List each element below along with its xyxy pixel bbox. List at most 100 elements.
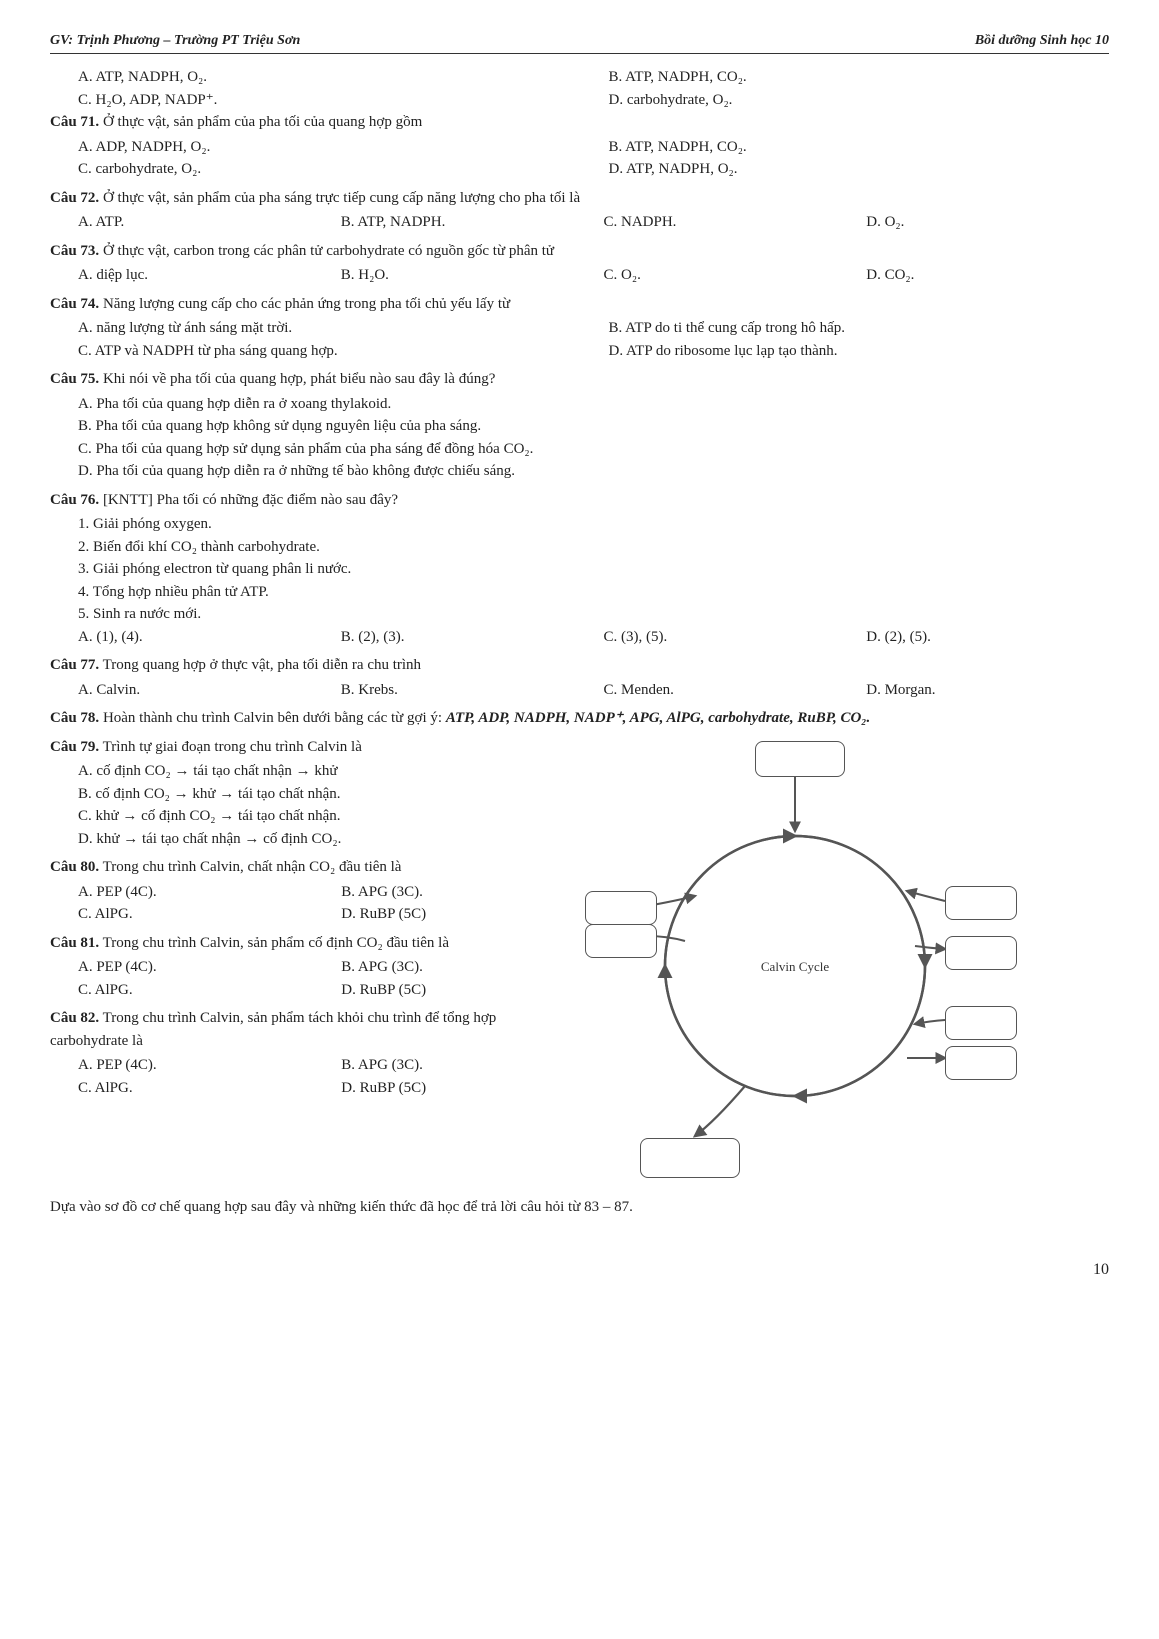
q74-option-b: B. ATP do ti thể cung cấp trong hô hấp. [609,317,1110,340]
q74-stem: Câu 74. Năng lượng cung cấp cho các phản… [50,293,1109,316]
q82-stem: Câu 82. Trong chu trình Calvin, sản phẩm… [50,1007,575,1052]
diagram-box-bottom [640,1138,740,1178]
q77-option-a: A. Calvin. [78,679,321,702]
q71-label: Câu 71. [50,114,99,130]
q79-option-a: A. cố định CO₂ → tái tạo chất nhận → khử [78,760,575,783]
q80-label: Câu 80. [50,859,99,875]
q81-option-a: A. PEP (4C). [78,956,311,979]
q80: Câu 80. Trong chu trình Calvin, chất nhậ… [50,856,575,926]
q73-option-a: A. diệp lục. [78,264,321,287]
q79-option-d: D. khử → tái tạo chất nhận → cố định CO₂… [78,828,575,851]
header-right: Bồi dưỡng Sinh học 10 [975,30,1109,51]
q71-stem: Câu 71. Ở thực vật, sản phẩm của pha tối… [50,111,1109,134]
calvin-svg: Calvin Cycle [585,736,1005,1196]
q80-text: Trong chu trình Calvin, chất nhận CO₂ đầ… [99,859,401,875]
q74-label: Câu 74. [50,296,99,312]
q77: Câu 77. Trong quang hợp ở thực vật, pha … [50,654,1109,701]
q76-item-3: 3. Giải phóng electron từ quang phân li … [78,558,1109,581]
q76-stem: Câu 76. [KNTT] Pha tối có những đặc điểm… [50,489,1109,512]
q80-option-a: A. PEP (4C). [78,881,311,904]
q81-stem: Câu 81. Trong chu trình Calvin, sản phẩm… [50,932,575,955]
q76-option-a: A. (1), (4). [78,626,321,649]
q70-option-d: D. carbohydrate, O₂. [609,89,1110,112]
q82-option-b: B. APG (3C). [341,1054,574,1077]
q79-stem: Câu 79. Trình tự giai đoạn trong chu trì… [50,736,575,759]
q80-option-c: C. AlPG. [78,903,311,926]
q72-stem: Câu 72. Ở thực vật, sản phẩm của pha sán… [50,187,1109,210]
q75-option-b: B. Pha tối của quang hợp không sử dụng n… [78,415,1109,438]
q73-stem: Câu 73. Ở thực vật, carbon trong các phâ… [50,240,1109,263]
left-column: Câu 79. Trình tự giai đoạn trong chu trì… [50,736,575,1106]
diagram-box-right-lo2 [945,1046,1017,1080]
q79: Câu 79. Trình tự giai đoạn trong chu trì… [50,736,575,851]
q73-text: Ở thực vật, carbon trong các phân tử car… [99,243,554,259]
q77-option-b: B. Krebs. [341,679,584,702]
q70-option-c: C. H₂O, ADP, NADP⁺. [78,89,579,112]
calvin-cycle-diagram: Calvin Cycle [585,736,1005,1196]
q81-label: Câu 81. [50,935,99,951]
q81: Câu 81. Trong chu trình Calvin, sản phẩm… [50,932,575,1002]
diagram-box-top [755,741,845,777]
calvin-center-label: Calvin Cycle [760,959,828,974]
q72-option-d: D. O₂. [866,211,1109,234]
q80-stem: Câu 80. Trong chu trình Calvin, chất nhậ… [50,856,575,879]
q72-option-c: C. NADPH. [604,211,847,234]
q75-stem: Câu 75. Khi nói về pha tối của quang hợp… [50,368,1109,391]
q81-option-b: B. APG (3C). [341,956,574,979]
q78-text: Hoàn thành chu trình Calvin bên dưới bằn… [99,710,446,726]
q82-option-d: D. RuBP (5C) [341,1077,574,1100]
q76: Câu 76. [KNTT] Pha tối có những đặc điểm… [50,489,1109,649]
q72-text: Ở thực vật, sản phẩm của pha sáng trực t… [99,190,580,206]
header-left: GV: Trịnh Phương – Trường PT Triệu Sơn [50,30,300,51]
q74-option-d: D. ATP do ribosome lục lạp tạo thành. [609,340,1110,363]
q76-item-4: 4. Tổng hợp nhiều phân tử ATP. [78,581,1109,604]
q72-option-b: B. ATP, NADPH. [341,211,584,234]
q75-option-c: C. Pha tối của quang hợp sử dụng sản phẩ… [78,438,1109,461]
q71-option-b: B. ATP, NADPH, CO₂. [609,136,1110,159]
q81-option-c: C. AlPG. [78,979,311,1002]
q79-option-c: C. khử → cố định CO₂ → tái tạo chất nhận… [78,805,575,828]
q75: Câu 75. Khi nói về pha tối của quang hợp… [50,368,1109,483]
q71-option-c: C. carbohydrate, O₂. [78,158,579,181]
footer-note: Dựa vào sơ đồ cơ chế quang hợp sau đây v… [50,1196,1109,1219]
q78-hints: ATP, ADP, NADPH, NADP⁺, APG, AlPG, carbo… [446,710,870,726]
q72-option-a: A. ATP. [78,211,321,234]
q78-stem: Câu 78. Hoàn thành chu trình Calvin bên … [50,707,1109,730]
diagram-box-right-up [945,886,1017,920]
q73: Câu 73. Ở thực vật, carbon trong các phâ… [50,240,1109,287]
q82-option-a: A. PEP (4C). [78,1054,311,1077]
q74-option-c: C. ATP và NADPH từ pha sáng quang hợp. [78,340,579,363]
q82-text: Trong chu trình Calvin, sản phẩm tách kh… [50,1010,496,1049]
diagram-box-right-lo1 [945,1006,1017,1040]
q78: Câu 78. Hoàn thành chu trình Calvin bên … [50,707,1109,730]
q81-text: Trong chu trình Calvin, sản phẩm cố định… [99,935,449,951]
q71-option-d: D. ATP, NADPH, O₂. [609,158,1110,181]
q79-text: Trình tự giai đoạn trong chu trình Calvi… [99,739,362,755]
q70-option-a: A. ATP, NADPH, O₂. [78,66,579,89]
page-number: 10 [50,1258,1109,1282]
q76-option-c: C. (3), (5). [604,626,847,649]
q82-option-c: C. AlPG. [78,1077,311,1100]
q74: Câu 74. Năng lượng cung cấp cho các phản… [50,293,1109,363]
q78-label: Câu 78. [50,710,99,726]
q73-option-b: B. H₂O. [341,264,584,287]
q71: Câu 71. Ở thực vật, sản phẩm của pha tối… [50,111,1109,181]
q76-option-d: D. (2), (5). [866,626,1109,649]
q77-stem: Câu 77. Trong quang hợp ở thực vật, pha … [50,654,1109,677]
q73-option-c: C. O₂. [604,264,847,287]
q75-text: Khi nói về pha tối của quang hợp, phát b… [99,371,495,387]
q81-option-d: D. RuBP (5C) [341,979,574,1002]
q74-option-a: A. năng lượng từ ánh sáng mặt trời. [78,317,579,340]
q80-option-d: D. RuBP (5C) [341,903,574,926]
page-header: GV: Trịnh Phương – Trường PT Triệu Sơn B… [50,30,1109,54]
q70-option-b: B. ATP, NADPH, CO₂. [609,66,1110,89]
q72: Câu 72. Ở thực vật, sản phẩm của pha sán… [50,187,1109,234]
q79-option-b: B. cố định CO₂ → khử → tái tạo chất nhận… [78,783,575,806]
q71-text: Ở thực vật, sản phẩm của pha tối của qua… [99,114,422,130]
q76-item-1: 1. Giải phóng oxygen. [78,513,1109,536]
q75-label: Câu 75. [50,371,99,387]
q75-option-d: D. Pha tối của quang hợp diễn ra ở những… [78,460,1109,483]
q79-label: Câu 79. [50,739,99,755]
diagram-box-left-up [585,891,657,925]
q76-label: Câu 76. [50,492,99,508]
